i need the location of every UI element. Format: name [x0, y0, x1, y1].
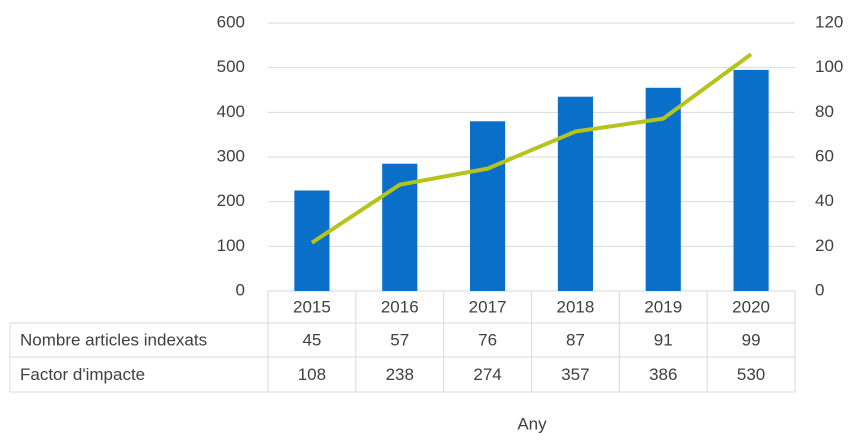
x-tick-label: 2020: [732, 297, 770, 316]
y2-tick-label: 60: [815, 146, 834, 165]
table-value: 91: [654, 330, 673, 349]
bar: [733, 69, 769, 292]
y2-tick-label: 120: [815, 12, 843, 31]
bar: [470, 121, 506, 292]
x-tick-label: 2018: [557, 297, 595, 316]
table-value: 530: [737, 365, 765, 384]
table-value: 99: [742, 330, 761, 349]
x-tick-label: 2019: [644, 297, 682, 316]
y-tick-label: 100: [217, 236, 245, 255]
table-value: 87: [566, 330, 585, 349]
y-tick-label: 500: [217, 57, 245, 76]
line: [310, 52, 753, 245]
table-value: 76: [478, 330, 497, 349]
y2-tick-label: 20: [815, 236, 834, 255]
table-value: 108: [298, 365, 326, 384]
y2-tick-label: 0: [815, 280, 824, 299]
x-tick-label: 2017: [469, 297, 507, 316]
table-value: 45: [302, 330, 321, 349]
table-value: 274: [473, 365, 501, 384]
x-tick-label: 2015: [293, 297, 331, 316]
legend-label: Nombre articles indexats: [20, 330, 207, 349]
y-tick-label: 600: [217, 12, 245, 31]
y-tick-label: 400: [217, 102, 245, 121]
x-axis-label: Any: [517, 414, 547, 433]
table-value: 386: [649, 365, 677, 384]
bar: [557, 96, 593, 291]
y-tick-label: 0: [236, 280, 245, 299]
table-value: 357: [561, 365, 589, 384]
y-tick-label: 200: [217, 191, 245, 210]
y-tick-label: 300: [217, 146, 245, 165]
legend-label: Factor d'impacte: [20, 365, 145, 384]
y2-tick-label: 40: [815, 191, 834, 210]
y2-tick-label: 80: [815, 102, 834, 121]
y2-tick-label: 100: [815, 57, 843, 76]
table-value: 238: [386, 365, 414, 384]
table-value: 57: [390, 330, 409, 349]
x-tick-label: 2016: [381, 297, 419, 316]
